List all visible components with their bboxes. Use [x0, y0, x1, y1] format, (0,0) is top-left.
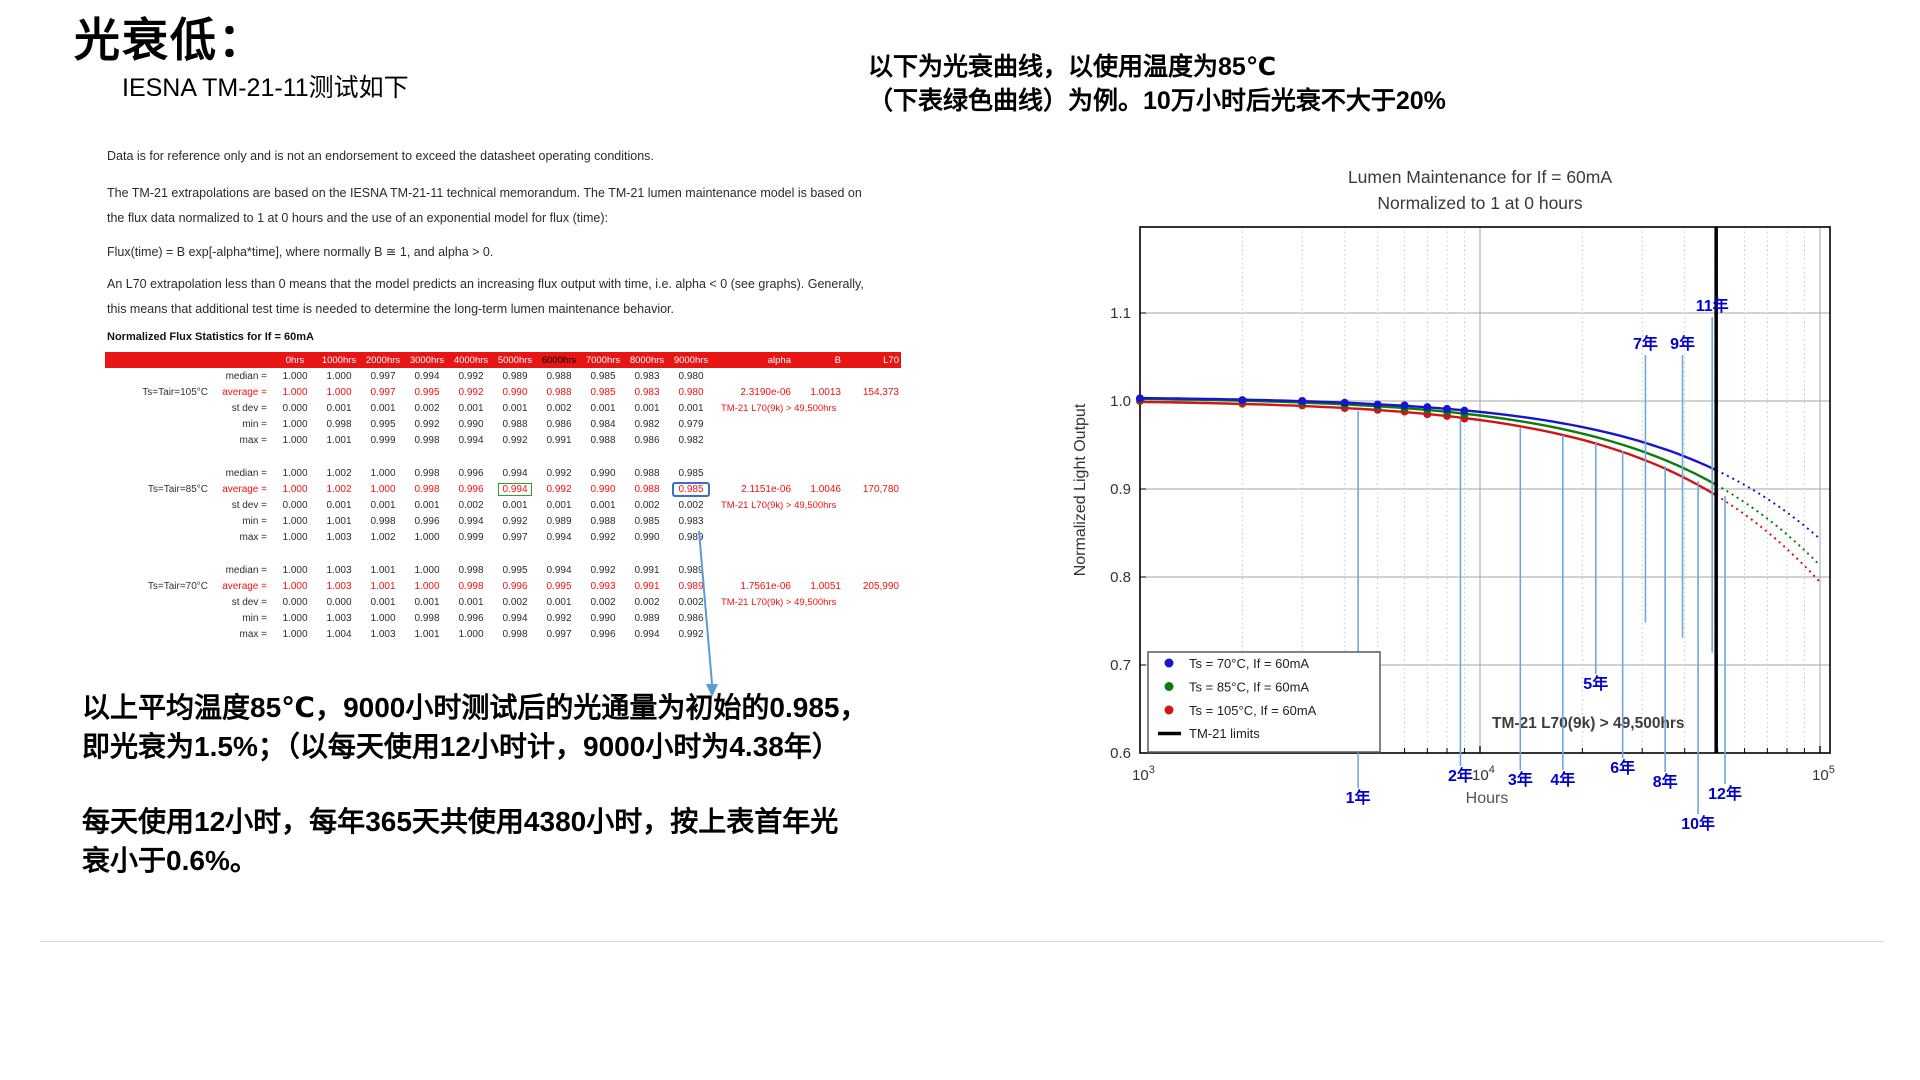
chart-ylabel: Normalized Light Output: [1072, 403, 1089, 576]
slide-subtitle: IESNA TM-21-11测试如下: [122, 74, 409, 102]
divider-line: [40, 941, 1884, 942]
doc-paragraph-l70: An L70 extrapolation less than 0 means t…: [107, 277, 864, 316]
svg-text:1.0: 1.0: [1110, 393, 1131, 410]
svg-text:0.8: 0.8: [1110, 569, 1131, 586]
svg-text:103: 103: [1132, 764, 1155, 784]
table-header-row: 0hrs 1000hrs 2000hrs 3000hrs 4000hrs 5000hrs 6…: [105, 352, 901, 368]
table-row: min = 1.000 0.998 0.995 0.992 0.990 0.988 0.986…: [242, 418, 704, 430]
svg-text:0.7: 0.7: [1110, 657, 1131, 674]
table-row: max = 1.000 1.004 1.003 1.001 1.000 0.998 0.997…: [239, 628, 704, 640]
year-label: 3年: [1508, 770, 1533, 789]
table-row: min = 1.000 1.001 0.998 0.996 0.994 0.992 0.989…: [242, 515, 704, 527]
svg-text:Ts = 85°C, If = 60mA: Ts = 85°C, If = 60mA: [1189, 680, 1309, 695]
year-label: 11年: [1696, 296, 1729, 315]
table-row: max = 1.000 1.003 1.002 1.000 0.999 0.997 0.994…: [239, 531, 704, 543]
year-label: 5年: [1583, 674, 1608, 693]
table-row: st dev = 0.000 0.001 0.001 0.002 0.001 0.001 0.…: [105, 400, 901, 416]
page-title: 光衰低：: [74, 14, 266, 66]
lumen-maintenance-chart: 0.6 0.7 0.8 0.9 1.0 1.1 103 104 105 TM-21 L70(9k)…: [1072, 167, 1835, 833]
svg-text:1.1: 1.1: [1110, 305, 1131, 322]
text-line: 衰小于0.6%。: [82, 845, 258, 876]
doc-paragraph-disclaimer: Data is for reference only and is not an…: [107, 149, 654, 163]
table-row: median = 1.000 1.002 1.000 0.998 0.996 0.994 0.…: [225, 467, 704, 479]
svg-text:0.9: 0.9: [1110, 481, 1131, 498]
year-label: 6年: [1610, 758, 1635, 777]
table-row: st dev = 0.000 0.001 0.001 0.001 0.002 0.001 0.…: [105, 497, 901, 513]
svg-text:104: 104: [1472, 764, 1495, 784]
text-line: 每天使用12小时，每年365天共使用4380小时，按上表首年光: [82, 806, 839, 837]
year-annotations: 1年 2年 3年 4年 5年 6年 7年 8年 9年 10年 11年 12年: [1346, 296, 1742, 833]
chart-series: [1136, 394, 1821, 583]
tm21-l70-note: TM-21 L70(9k) > 49,500hrs: [721, 499, 837, 511]
doc-paragraph-tm21-model: The TM-21 extrapolations are based on th…: [107, 186, 862, 225]
table-row: Ts=Tair=85°C average = 1.000 1.002 1.000 0.99…: [147, 481, 899, 497]
plot-border: [1139, 226, 1831, 754]
year-label: 9年: [1670, 334, 1695, 353]
table-row: Ts=Tair=105°C average = 1.000 1.000 0.997 0.9…: [142, 386, 899, 398]
text-line: 以下为光衰曲线，以使用温度为85℃: [868, 53, 1277, 81]
doc-paragraph-flux-formula: Flux(time) = B exp[-alpha*time], where n…: [107, 245, 494, 259]
svg-text:Ts = 105°C, If = 60mA: Ts = 105°C, If = 60mA: [1189, 703, 1317, 718]
table-row: median = 1.000 1.000 0.997 0.994 0.992 0.989 0.…: [225, 370, 704, 382]
tm21-note-label: TM-21 L70(9k) > 49,500hrs: [1492, 715, 1685, 732]
green-highlight-box: 0.994: [498, 482, 532, 496]
chart-title: Lumen Maintenance for If = 60mA: [1348, 167, 1612, 187]
right-note: 以下为光衰曲线，以使用温度为85℃ （下表绿色曲线）为例。10万小时后光衰不大于2…: [868, 50, 1446, 118]
chart-xlabel: Hours: [1466, 790, 1509, 807]
chart-subtitle: Normalized to 1 at 0 hours: [1377, 193, 1582, 213]
svg-text:Ts = 70°C, If = 60mA: Ts = 70°C, If = 60mA: [1189, 656, 1309, 671]
table-row: median = 1.000 1.003 1.001 1.000 0.998 0.995 0.…: [225, 564, 704, 576]
table-row: max = 1.000 1.001 0.999 0.998 0.994 0.992 0.991…: [239, 434, 704, 446]
tm21-l70-note: TM-21 L70(9k) > 49,500hrs: [721, 402, 837, 414]
blue-highlight-box: 0.985: [672, 481, 710, 497]
year-label: 10年: [1681, 814, 1715, 833]
text-line: 以上平均温度85℃，9000小时测试后的光通量为初始的0.985，: [82, 692, 868, 723]
text-line: 即光衰为1.5%；（以每天使用12小时计，9000小时为4.38年）: [82, 731, 840, 762]
year-label: 4年: [1550, 770, 1575, 789]
table-row: st dev = 0.000 0.000 0.001 0.001 0.001 0.002 0.…: [105, 594, 901, 610]
note-cn-yearly-usage: 每天使用12小时，每年365天共使用4380小时，按上表首年光 衰小于0.6%。: [82, 802, 838, 880]
chart-legend: Ts = 70°C, If = 60mA Ts = 85°C, If = 60mA…: [1147, 651, 1381, 753]
year-label: 12年: [1708, 784, 1742, 803]
year-label: 2年: [1448, 766, 1473, 785]
table-row: Ts=Tair=70°C average = 1.000 1.003 1.001 1.00…: [147, 580, 899, 592]
year-label: 8年: [1653, 772, 1678, 791]
flux-table-title: Normalized Flux Statistics for If = 60mA: [107, 331, 314, 343]
flux-statistics-table: 0hrs 1000hrs 2000hrs 3000hrs 4000hrs 5000hrs 6…: [105, 352, 901, 659]
svg-text:0.6: 0.6: [1110, 745, 1131, 762]
note-cn-average-temp: 以上平均温度85℃，9000小时测试后的光通量为初始的0.985， 即光衰为1.5…: [82, 688, 868, 766]
tm21-l70-note: TM-21 L70(9k) > 49,500hrs: [721, 596, 837, 608]
year-label: 7年: [1633, 334, 1658, 353]
svg-text:105: 105: [1812, 764, 1835, 784]
text-line: （下表绿色曲线）为例。10万小时后光衰不大于20%: [868, 87, 1446, 115]
table-row: min = 1.000 1.003 1.000 0.998 0.996 0.994 0.992…: [242, 612, 704, 624]
year-label: 1年: [1346, 788, 1371, 807]
svg-text:TM-21 limits: TM-21 limits: [1189, 726, 1260, 741]
